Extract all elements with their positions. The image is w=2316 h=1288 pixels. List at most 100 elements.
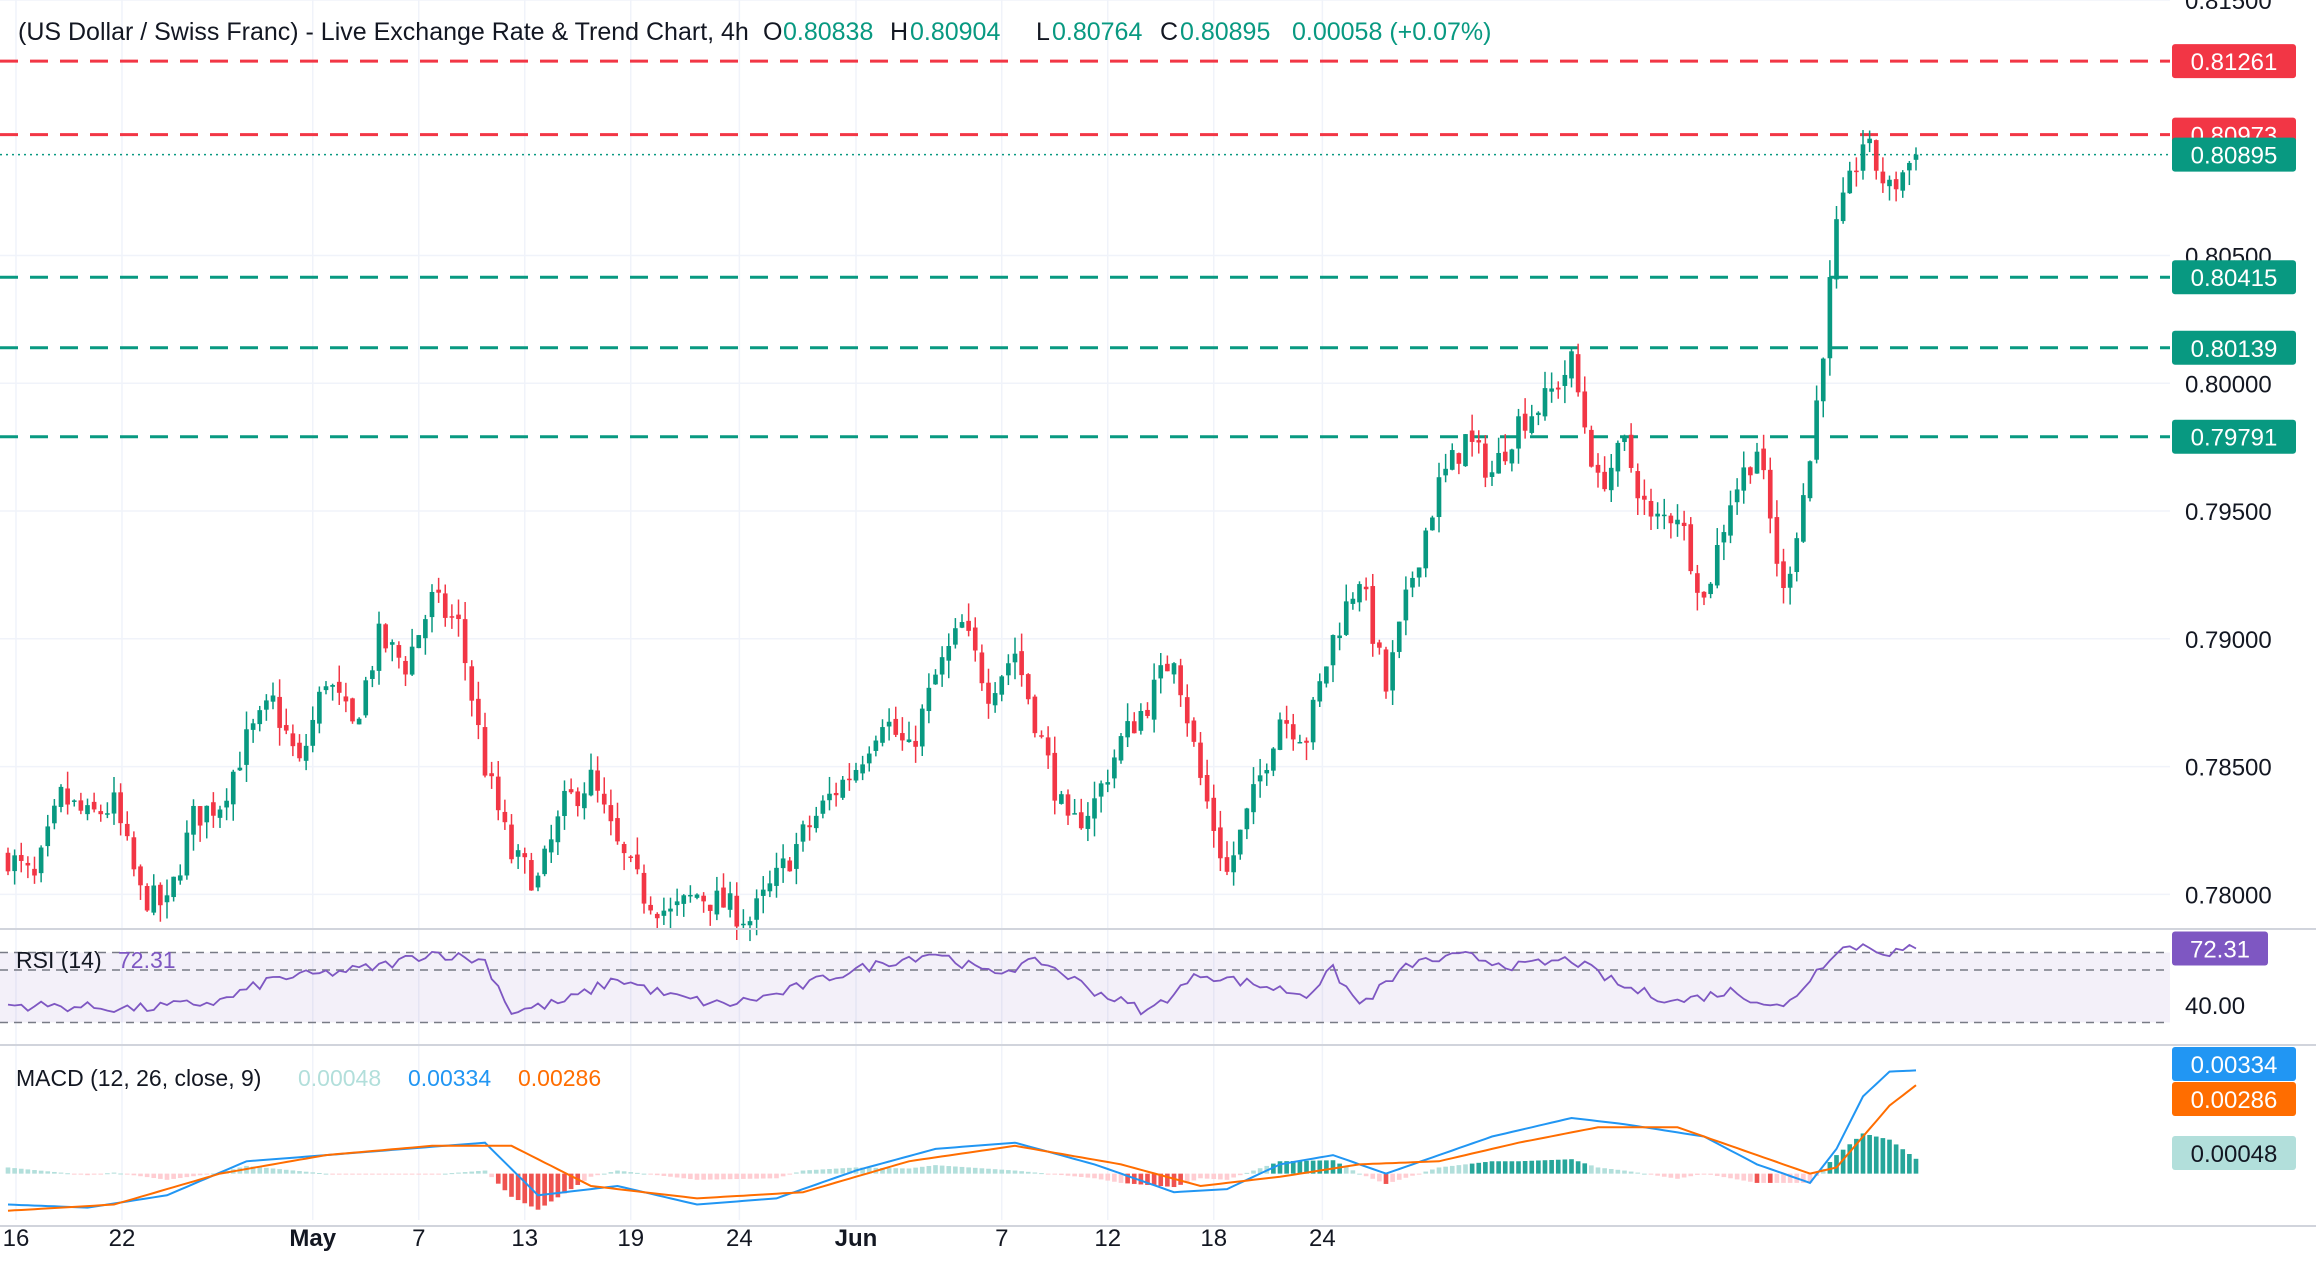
candle-body — [555, 816, 561, 843]
candle-body — [1509, 449, 1515, 464]
ohlc-readout: O 0.80838 H 0.80904 L 0.80764 C 0.80895 … — [763, 18, 1491, 46]
candle-body — [138, 866, 143, 886]
macd-histogram-bar — [1377, 1173, 1382, 1182]
candle-body — [694, 894, 700, 898]
candle-body — [820, 800, 826, 814]
macd-histogram-bar — [621, 1171, 627, 1174]
candle-body — [754, 898, 759, 920]
close-label: C — [1160, 18, 1178, 46]
macd-histogram-bar — [442, 1173, 448, 1175]
candle-body — [1820, 358, 1826, 402]
candle-body — [588, 769, 594, 796]
macd-histogram-bar — [303, 1171, 309, 1174]
candle-body — [323, 686, 329, 691]
candle-body — [482, 727, 488, 776]
candle-body — [297, 742, 302, 759]
macd-histogram-bar — [595, 1173, 600, 1176]
macd-histogram-bar — [1072, 1173, 1077, 1177]
macd-histogram-bar — [734, 1173, 740, 1180]
price-label-box — [2172, 419, 2296, 454]
candle-body — [853, 769, 859, 781]
macd-value-text: 0.00334 — [2191, 1052, 2278, 1079]
candle-body — [171, 876, 176, 898]
candle-body — [1171, 663, 1177, 675]
candle-body — [1377, 642, 1382, 648]
macd-histogram-bar — [787, 1173, 793, 1175]
high-value: 0.80904 — [910, 18, 1000, 46]
macd-histogram-bar — [1887, 1139, 1892, 1174]
macd-histogram-bar — [1396, 1173, 1402, 1180]
candle-body — [1052, 752, 1058, 801]
rsi-value-text: 72.31 — [2190, 936, 2250, 963]
candle-body — [456, 614, 461, 620]
candle-body — [747, 921, 753, 926]
candle-body — [1423, 530, 1429, 569]
candle-body — [383, 624, 388, 649]
candle-body — [926, 687, 932, 712]
macd-histogram-bar — [608, 1172, 614, 1174]
macd-histogram-bar — [747, 1173, 753, 1179]
price-label-text: 0.80415 — [2191, 265, 2278, 292]
candle-body — [1714, 545, 1720, 586]
macd-histogram-bar — [515, 1173, 521, 1201]
macd-histogram-bar — [807, 1170, 812, 1174]
macd-histogram-bar — [1787, 1173, 1793, 1183]
candle-body — [370, 670, 375, 679]
macd-histogram-bar — [986, 1168, 991, 1174]
macd-histogram-bar — [1774, 1173, 1780, 1183]
macd-histogram-bar — [1178, 1173, 1183, 1185]
candle-body — [416, 635, 422, 649]
macd-histogram-bar — [184, 1173, 190, 1178]
macd-histogram-bar — [469, 1171, 475, 1174]
candle-body — [1178, 665, 1183, 696]
candle-body — [1145, 709, 1150, 716]
macd-histogram-bar — [635, 1172, 640, 1174]
macd-histogram-bar — [1363, 1173, 1369, 1177]
candle-body — [270, 695, 276, 702]
candle-body — [1602, 471, 1607, 490]
macd-histogram-bar — [1489, 1161, 1495, 1174]
macd-histogram-bar — [953, 1166, 958, 1174]
candle-body — [654, 913, 660, 919]
candle-body — [1403, 589, 1409, 621]
macd-histogram-bar — [1893, 1144, 1899, 1174]
candle-body — [1396, 621, 1402, 652]
candle-body — [1661, 514, 1667, 517]
macd-histogram-bar — [164, 1173, 170, 1180]
macd-histogram-bar — [85, 1173, 90, 1176]
macd-histogram-bar — [1615, 1169, 1621, 1174]
candle-body — [403, 660, 408, 675]
candle-body — [1449, 450, 1455, 470]
candle-body — [1416, 567, 1422, 578]
macd-histogram-bar — [767, 1173, 773, 1179]
candle-body — [648, 904, 653, 911]
macd-histogram-bar — [1748, 1173, 1753, 1182]
macd-histogram-bar — [1231, 1173, 1236, 1178]
signal-value-box — [2172, 1082, 2296, 1116]
macd-histogram-bar — [283, 1169, 289, 1174]
macd-histogram-bar — [1701, 1173, 1707, 1175]
macd-histogram-bar — [1913, 1158, 1919, 1174]
x-tick-label: 24 — [1309, 1225, 1336, 1252]
macd-histogram-bar — [774, 1173, 779, 1179]
macd-histogram-bar — [1304, 1160, 1309, 1174]
candle-body — [1191, 720, 1197, 742]
candle-body — [1072, 813, 1077, 815]
candle-body — [1496, 452, 1501, 474]
macd-histogram-bar — [1423, 1171, 1429, 1174]
candle-body — [283, 725, 289, 731]
price-label-text: 0.81261 — [2191, 49, 2278, 76]
candle-body — [1913, 154, 1919, 160]
candle-body — [860, 764, 865, 774]
macd-histogram-bar — [409, 1173, 415, 1175]
macd-histogram-bar — [1827, 1162, 1833, 1174]
macd-histogram-bar — [1714, 1173, 1720, 1176]
macd-histogram-bar — [1867, 1135, 1872, 1174]
macd-histogram-bar — [1476, 1162, 1482, 1174]
candle-body — [760, 889, 766, 896]
macd-histogram-bar — [25, 1169, 31, 1174]
candle-body — [1847, 170, 1853, 194]
candle-body — [1257, 775, 1263, 782]
candle-body — [1045, 737, 1051, 756]
